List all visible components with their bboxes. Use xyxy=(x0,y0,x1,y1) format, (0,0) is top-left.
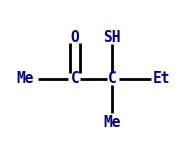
Text: C: C xyxy=(71,71,79,86)
Text: C: C xyxy=(108,71,116,86)
Text: Me: Me xyxy=(103,115,121,130)
Text: Me: Me xyxy=(17,71,34,86)
Text: O: O xyxy=(71,30,79,45)
Text: Et: Et xyxy=(153,71,171,86)
Text: SH: SH xyxy=(103,30,121,45)
